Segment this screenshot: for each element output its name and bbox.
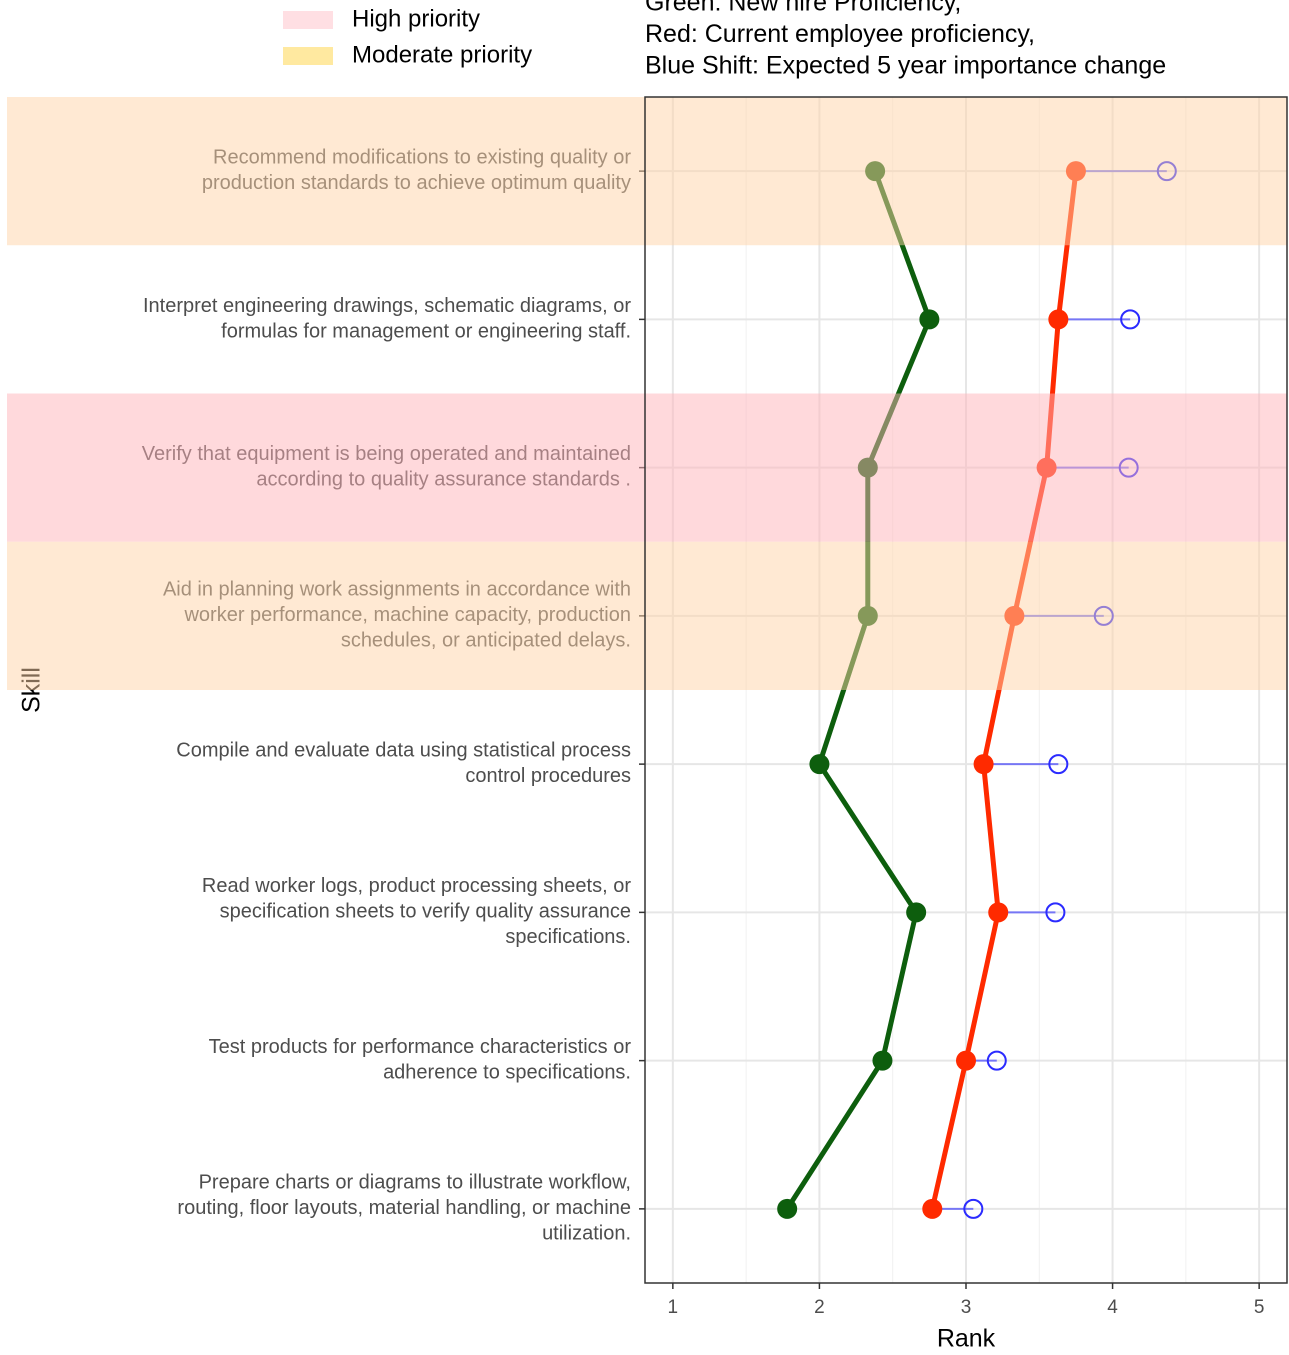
shift-point (1045, 902, 1066, 923)
legend-label: High priority (352, 5, 480, 32)
x-tick-label: 1 (668, 1297, 679, 1318)
chart-title: Red: Current employee proficiency, (645, 20, 1035, 48)
point (922, 1198, 943, 1219)
plot-frame (644, 96, 1288, 1284)
chart-title: Blue Shift: Expected 5 year importance c… (645, 52, 1166, 80)
x-tick-label: 5 (1254, 1297, 1265, 1318)
y-tick-label: specifications. (505, 926, 631, 948)
y-tick-label: utilization. (542, 1223, 631, 1245)
point (919, 309, 940, 330)
priority-band (7, 393, 1287, 542)
x-tick-label: 4 (1107, 1297, 1118, 1318)
point (872, 1050, 893, 1071)
point (809, 754, 830, 775)
x-tick-label: 2 (814, 1297, 825, 1318)
priority-band (7, 97, 1287, 246)
point (1048, 309, 1069, 330)
shift-point (963, 1198, 984, 1219)
point (973, 754, 994, 775)
y-tick-label: Compile and evaluate data using statisti… (176, 740, 631, 762)
y-tick-label: specification sheets to verify quality a… (220, 901, 631, 923)
priority-band (7, 541, 1287, 690)
shift-point (1048, 754, 1069, 775)
x-tick-label: 3 (961, 1297, 972, 1318)
y-tick-label: Test products for performance characteri… (209, 1036, 632, 1058)
point (777, 1198, 798, 1219)
y-tick-label: adherence to specifications. (383, 1062, 631, 1084)
chart-title: Green: New hire Proficiency, (645, 0, 961, 17)
shift-point (986, 1050, 1007, 1071)
y-tick-label: Prepare charts or diagrams to illustrate… (199, 1172, 631, 1194)
point (988, 902, 1009, 923)
legend-label: Moderate priority (352, 41, 532, 68)
y-tick-label: routing, floor layouts, material handlin… (177, 1197, 631, 1219)
y-tick-label: control procedures (465, 765, 631, 787)
y-tick-label: formulas for management or engineering s… (221, 320, 631, 342)
legend-swatch (283, 47, 333, 65)
point (956, 1050, 976, 1071)
shift-point (1120, 309, 1141, 330)
y-tick-label: Read worker logs, product processing she… (202, 875, 631, 897)
legend-swatch (283, 11, 333, 29)
y-tick-label: Interpret engineering drawings, schemati… (143, 295, 631, 317)
point (906, 902, 927, 923)
x-axis-label: Rank (937, 1325, 996, 1353)
